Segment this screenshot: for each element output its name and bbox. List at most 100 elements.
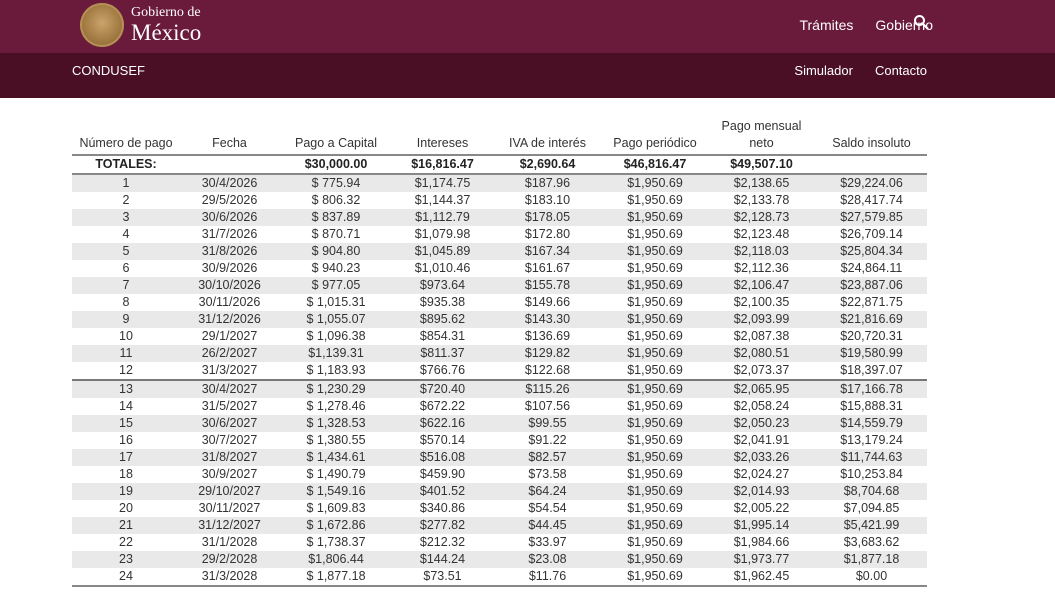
table-cell: 19	[72, 483, 180, 500]
table-cell: $2,024.27	[707, 466, 816, 483]
table-cell: 29/2/2028	[180, 551, 279, 568]
table-cell: 31/8/2027	[180, 449, 279, 466]
table-cell: $3,683.62	[816, 534, 927, 551]
table-cell: $ 1,434.61	[279, 449, 393, 466]
table-cell: $766.76	[393, 362, 492, 380]
table-cell: $1,950.69	[603, 345, 707, 362]
nav-simulador[interactable]: Simulador	[794, 63, 853, 78]
amortization-table: Número de pago Fecha Pago a Capital Interes…	[72, 116, 927, 587]
table-cell: 9	[72, 311, 180, 328]
table-cell: $570.14	[393, 432, 492, 449]
table-cell: 30/11/2027	[180, 500, 279, 517]
table-cell: $64.24	[492, 483, 603, 500]
table-cell: $91.22	[492, 432, 603, 449]
table-cell: 30/4/2026	[180, 174, 279, 192]
table-cell: $24,864.11	[816, 260, 927, 277]
table-row: 19 29/10/2027 $ 1,549.16 $401.52 $64.24 $1,95…	[72, 483, 927, 500]
table-cell: $8,704.68	[816, 483, 927, 500]
table-cell: $ 775.94	[279, 174, 393, 192]
table-cell: $2,138.65	[707, 174, 816, 192]
table-cell: 31/3/2027	[180, 362, 279, 380]
table-cell: $183.10	[492, 192, 603, 209]
table-row: 7 30/10/2026 $ 977.05 $973.64 $155.78 $1,950.…	[72, 277, 927, 294]
table-cell: $2,058.24	[707, 398, 816, 415]
table-cell: $7,094.85	[816, 500, 927, 517]
column-header: IVA de interés	[492, 116, 603, 156]
table-row: 2 29/5/2026 $ 806.32 $1,144.37 $183.10 $1,950…	[72, 192, 927, 209]
table-cell: 20	[72, 500, 180, 517]
brand-condusef[interactable]: CONDUSEF	[72, 63, 145, 78]
table-cell: 31/12/2027	[180, 517, 279, 534]
table-cell: 29/1/2027	[180, 328, 279, 345]
table-cell: $720.40	[393, 379, 492, 398]
nav-contacto[interactable]: Contacto	[874, 63, 927, 78]
table-cell: $401.52	[393, 483, 492, 500]
table-cell: $144.24	[393, 551, 492, 568]
table-cell: $1,950.69	[603, 551, 707, 568]
table-cell: $107.56	[492, 398, 603, 415]
table-cell: 15	[72, 415, 180, 432]
table-cell: 6	[72, 260, 180, 277]
table-cell: $1,950.69	[603, 466, 707, 483]
table-cell: $122.68	[492, 362, 603, 380]
table-cell: $2,123.48	[707, 226, 816, 243]
table-cell: $178.05	[492, 209, 603, 226]
table-cell: $33.97	[492, 534, 603, 551]
table-cell: $44.45	[492, 517, 603, 534]
nav-gobierno[interactable]: Gobierno	[875, 17, 933, 33]
table-row: 11 26/2/2027 $1,139.31 $811.37 $129.82 $1,950…	[72, 345, 927, 362]
table-cell: $19,580.99	[816, 345, 927, 362]
table-row: 20 30/11/2027 $ 1,609.83 $340.86 $54.54 $1,95…	[72, 500, 927, 517]
table-cell: $ 1,738.37	[279, 534, 393, 551]
table-cell: $161.67	[492, 260, 603, 277]
table-cell: $854.31	[393, 328, 492, 345]
table-cell: $26,709.14	[816, 226, 927, 243]
table-cell: $10,253.84	[816, 466, 927, 483]
table-cell: $1,950.69	[603, 415, 707, 432]
sub-header: CONDUSEF Simulador Contacto	[0, 53, 1055, 98]
table-cell: 1	[72, 174, 180, 192]
table-cell: 31/12/2026	[180, 311, 279, 328]
table-cell: $ 1,609.83	[279, 500, 393, 517]
table-cell: $ 1,328.53	[279, 415, 393, 432]
table-cell: $935.38	[393, 294, 492, 311]
table-cell: 14	[72, 398, 180, 415]
table-cell: $18,397.07	[816, 362, 927, 380]
table-cell: $11.76	[492, 568, 603, 587]
table-cell: $ 837.89	[279, 209, 393, 226]
table-cell: $1,950.69	[603, 294, 707, 311]
table-cell: 26/2/2027	[180, 345, 279, 362]
table-cell: $1,950.69	[603, 277, 707, 294]
table-cell: $0.00	[816, 568, 927, 587]
table-row: 10 29/1/2027 $ 1,096.38 $854.31 $136.69 $1,95…	[72, 328, 927, 345]
nav-tramites[interactable]: Trámites	[799, 17, 854, 33]
table-cell: 8	[72, 294, 180, 311]
table-cell: $20,720.31	[816, 328, 927, 345]
table-cell: 29/10/2027	[180, 483, 279, 500]
table-row: 24 31/3/2028 $ 1,877.18 $73.51 $11.76 $1,950.…	[72, 568, 927, 587]
table-cell: $17,166.78	[816, 379, 927, 398]
search-icon[interactable]	[913, 14, 929, 30]
table-cell: $15,888.31	[816, 398, 927, 415]
table-cell: $1,950.69	[603, 362, 707, 380]
table-cell: 5	[72, 243, 180, 260]
column-header: Número de pago	[72, 116, 180, 156]
table-cell: $ 1,015.31	[279, 294, 393, 311]
table-cell: $54.54	[492, 500, 603, 517]
table-cell: 24	[72, 568, 180, 587]
table-cell: $2,106.47	[707, 277, 816, 294]
table-row: 6 30/9/2026 $ 940.23 $1,010.46 $161.67 $1,950…	[72, 260, 927, 277]
table-cell: $1,950.69	[603, 328, 707, 345]
top-nav: Trámites Gobierno	[799, 17, 933, 33]
table-cell: 21	[72, 517, 180, 534]
table-cell: $1,962.45	[707, 568, 816, 587]
logo-big-text: México	[131, 20, 202, 45]
gobierno-logo[interactable]: Gobierno de México	[80, 3, 201, 47]
logo-text: Gobierno de México	[131, 6, 202, 45]
table-cell: $ 1,549.16	[279, 483, 393, 500]
table-row: 23 29/2/2028 $1,806.44 $144.24 $23.08 $1,950.…	[72, 551, 927, 568]
table-cell: $ 1,672.86	[279, 517, 393, 534]
table-cell: $23.08	[492, 551, 603, 568]
table-cell: $1,950.69	[603, 517, 707, 534]
table-row: 15 30/6/2027 $ 1,328.53 $622.16 $99.55 $1,950…	[72, 415, 927, 432]
